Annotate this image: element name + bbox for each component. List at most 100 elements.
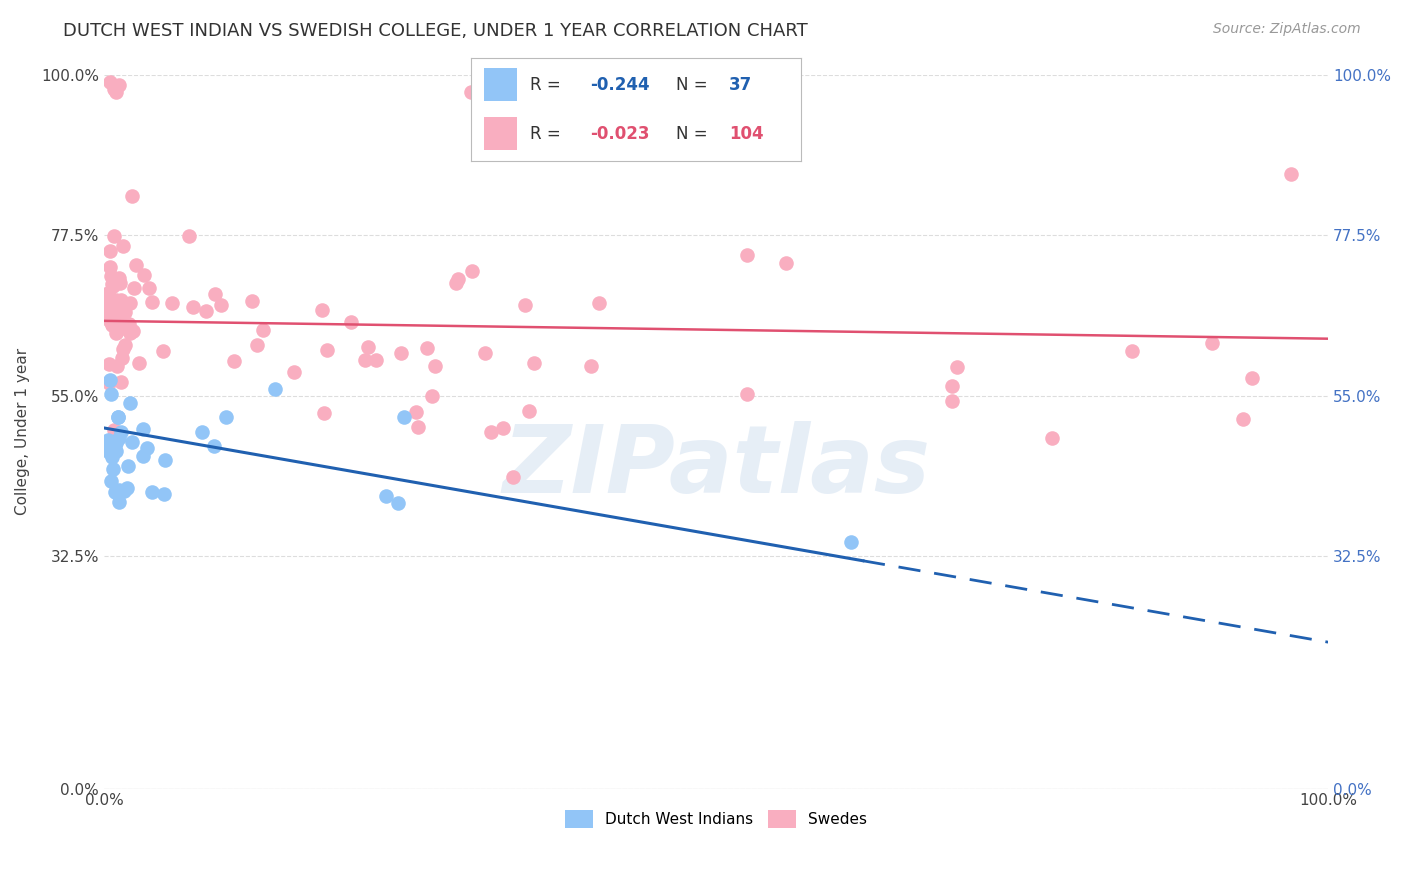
Point bbox=[447, 271, 470, 285]
Point bbox=[191, 425, 214, 439]
Point bbox=[775, 256, 797, 270]
Point bbox=[311, 302, 333, 317]
Point bbox=[98, 260, 121, 275]
Point bbox=[100, 314, 122, 328]
Point bbox=[114, 305, 136, 319]
Point bbox=[118, 396, 141, 410]
Point bbox=[97, 376, 120, 390]
Point bbox=[100, 268, 122, 283]
Point bbox=[104, 308, 127, 322]
Point bbox=[107, 295, 129, 310]
Point bbox=[222, 353, 245, 368]
Point bbox=[101, 310, 124, 324]
Point bbox=[101, 317, 124, 331]
Point bbox=[1121, 344, 1143, 359]
Point bbox=[523, 355, 546, 369]
Point bbox=[941, 378, 963, 392]
Point bbox=[153, 453, 176, 467]
Point bbox=[108, 270, 131, 285]
Point bbox=[97, 439, 120, 453]
Point bbox=[374, 489, 396, 503]
Point bbox=[160, 295, 183, 310]
Point bbox=[104, 485, 127, 500]
Point bbox=[202, 439, 225, 453]
Text: R =: R = bbox=[530, 125, 567, 143]
Point bbox=[101, 462, 124, 476]
Point bbox=[405, 405, 427, 419]
Point bbox=[110, 425, 132, 440]
Point bbox=[101, 450, 124, 465]
Point bbox=[120, 326, 142, 340]
Text: -0.023: -0.023 bbox=[591, 125, 650, 143]
Point bbox=[104, 326, 127, 340]
Point bbox=[312, 406, 335, 420]
Point bbox=[107, 323, 129, 337]
Point bbox=[492, 421, 515, 435]
Point bbox=[100, 474, 122, 488]
Point bbox=[98, 373, 121, 387]
Point bbox=[138, 281, 160, 295]
Point bbox=[114, 338, 136, 352]
Point bbox=[1240, 370, 1263, 384]
Point bbox=[215, 410, 238, 425]
Point bbox=[946, 360, 969, 375]
Y-axis label: College, Under 1 year: College, Under 1 year bbox=[15, 348, 30, 515]
Point bbox=[209, 298, 232, 312]
Point bbox=[105, 359, 128, 373]
Point bbox=[105, 436, 128, 450]
Point bbox=[177, 228, 200, 243]
Text: N =: N = bbox=[676, 76, 713, 94]
Point bbox=[1281, 168, 1303, 182]
Point bbox=[100, 386, 122, 401]
Point bbox=[941, 394, 963, 409]
Point bbox=[124, 258, 146, 272]
Point bbox=[107, 301, 129, 316]
Point bbox=[340, 315, 363, 329]
Point bbox=[121, 435, 143, 450]
Point bbox=[444, 276, 467, 290]
Point bbox=[103, 228, 125, 243]
Point bbox=[97, 302, 120, 317]
Point bbox=[422, 389, 444, 403]
Point bbox=[839, 535, 862, 549]
Point bbox=[121, 189, 143, 203]
Point bbox=[283, 365, 305, 379]
Point bbox=[104, 293, 127, 308]
Point bbox=[204, 287, 226, 301]
Text: N =: N = bbox=[676, 125, 713, 143]
Point bbox=[98, 301, 121, 315]
Point bbox=[110, 375, 132, 389]
Bar bbox=[484, 69, 517, 101]
Point bbox=[98, 298, 121, 312]
Point bbox=[105, 443, 128, 458]
Point bbox=[460, 86, 482, 100]
Point bbox=[406, 420, 429, 434]
Point bbox=[107, 78, 129, 93]
Point bbox=[366, 353, 388, 368]
Point bbox=[391, 345, 413, 359]
Text: R =: R = bbox=[530, 76, 567, 94]
Point bbox=[112, 238, 135, 252]
Point bbox=[108, 311, 131, 326]
Point bbox=[558, 82, 581, 96]
Point bbox=[387, 496, 409, 510]
Point bbox=[737, 387, 759, 401]
Point bbox=[97, 445, 120, 459]
Point bbox=[132, 268, 155, 282]
Point bbox=[141, 485, 163, 500]
Point bbox=[579, 359, 602, 374]
Point bbox=[110, 293, 132, 307]
Point bbox=[97, 433, 120, 447]
Point bbox=[1232, 412, 1254, 426]
Point bbox=[98, 244, 121, 259]
Point bbox=[513, 298, 536, 312]
Point bbox=[107, 409, 129, 424]
Point bbox=[108, 495, 131, 509]
Point bbox=[108, 483, 131, 497]
Point bbox=[252, 323, 274, 337]
Point bbox=[112, 483, 135, 498]
Point bbox=[115, 481, 138, 495]
Point bbox=[111, 343, 134, 357]
Text: Source: ZipAtlas.com: Source: ZipAtlas.com bbox=[1213, 22, 1361, 37]
Point bbox=[474, 346, 496, 360]
